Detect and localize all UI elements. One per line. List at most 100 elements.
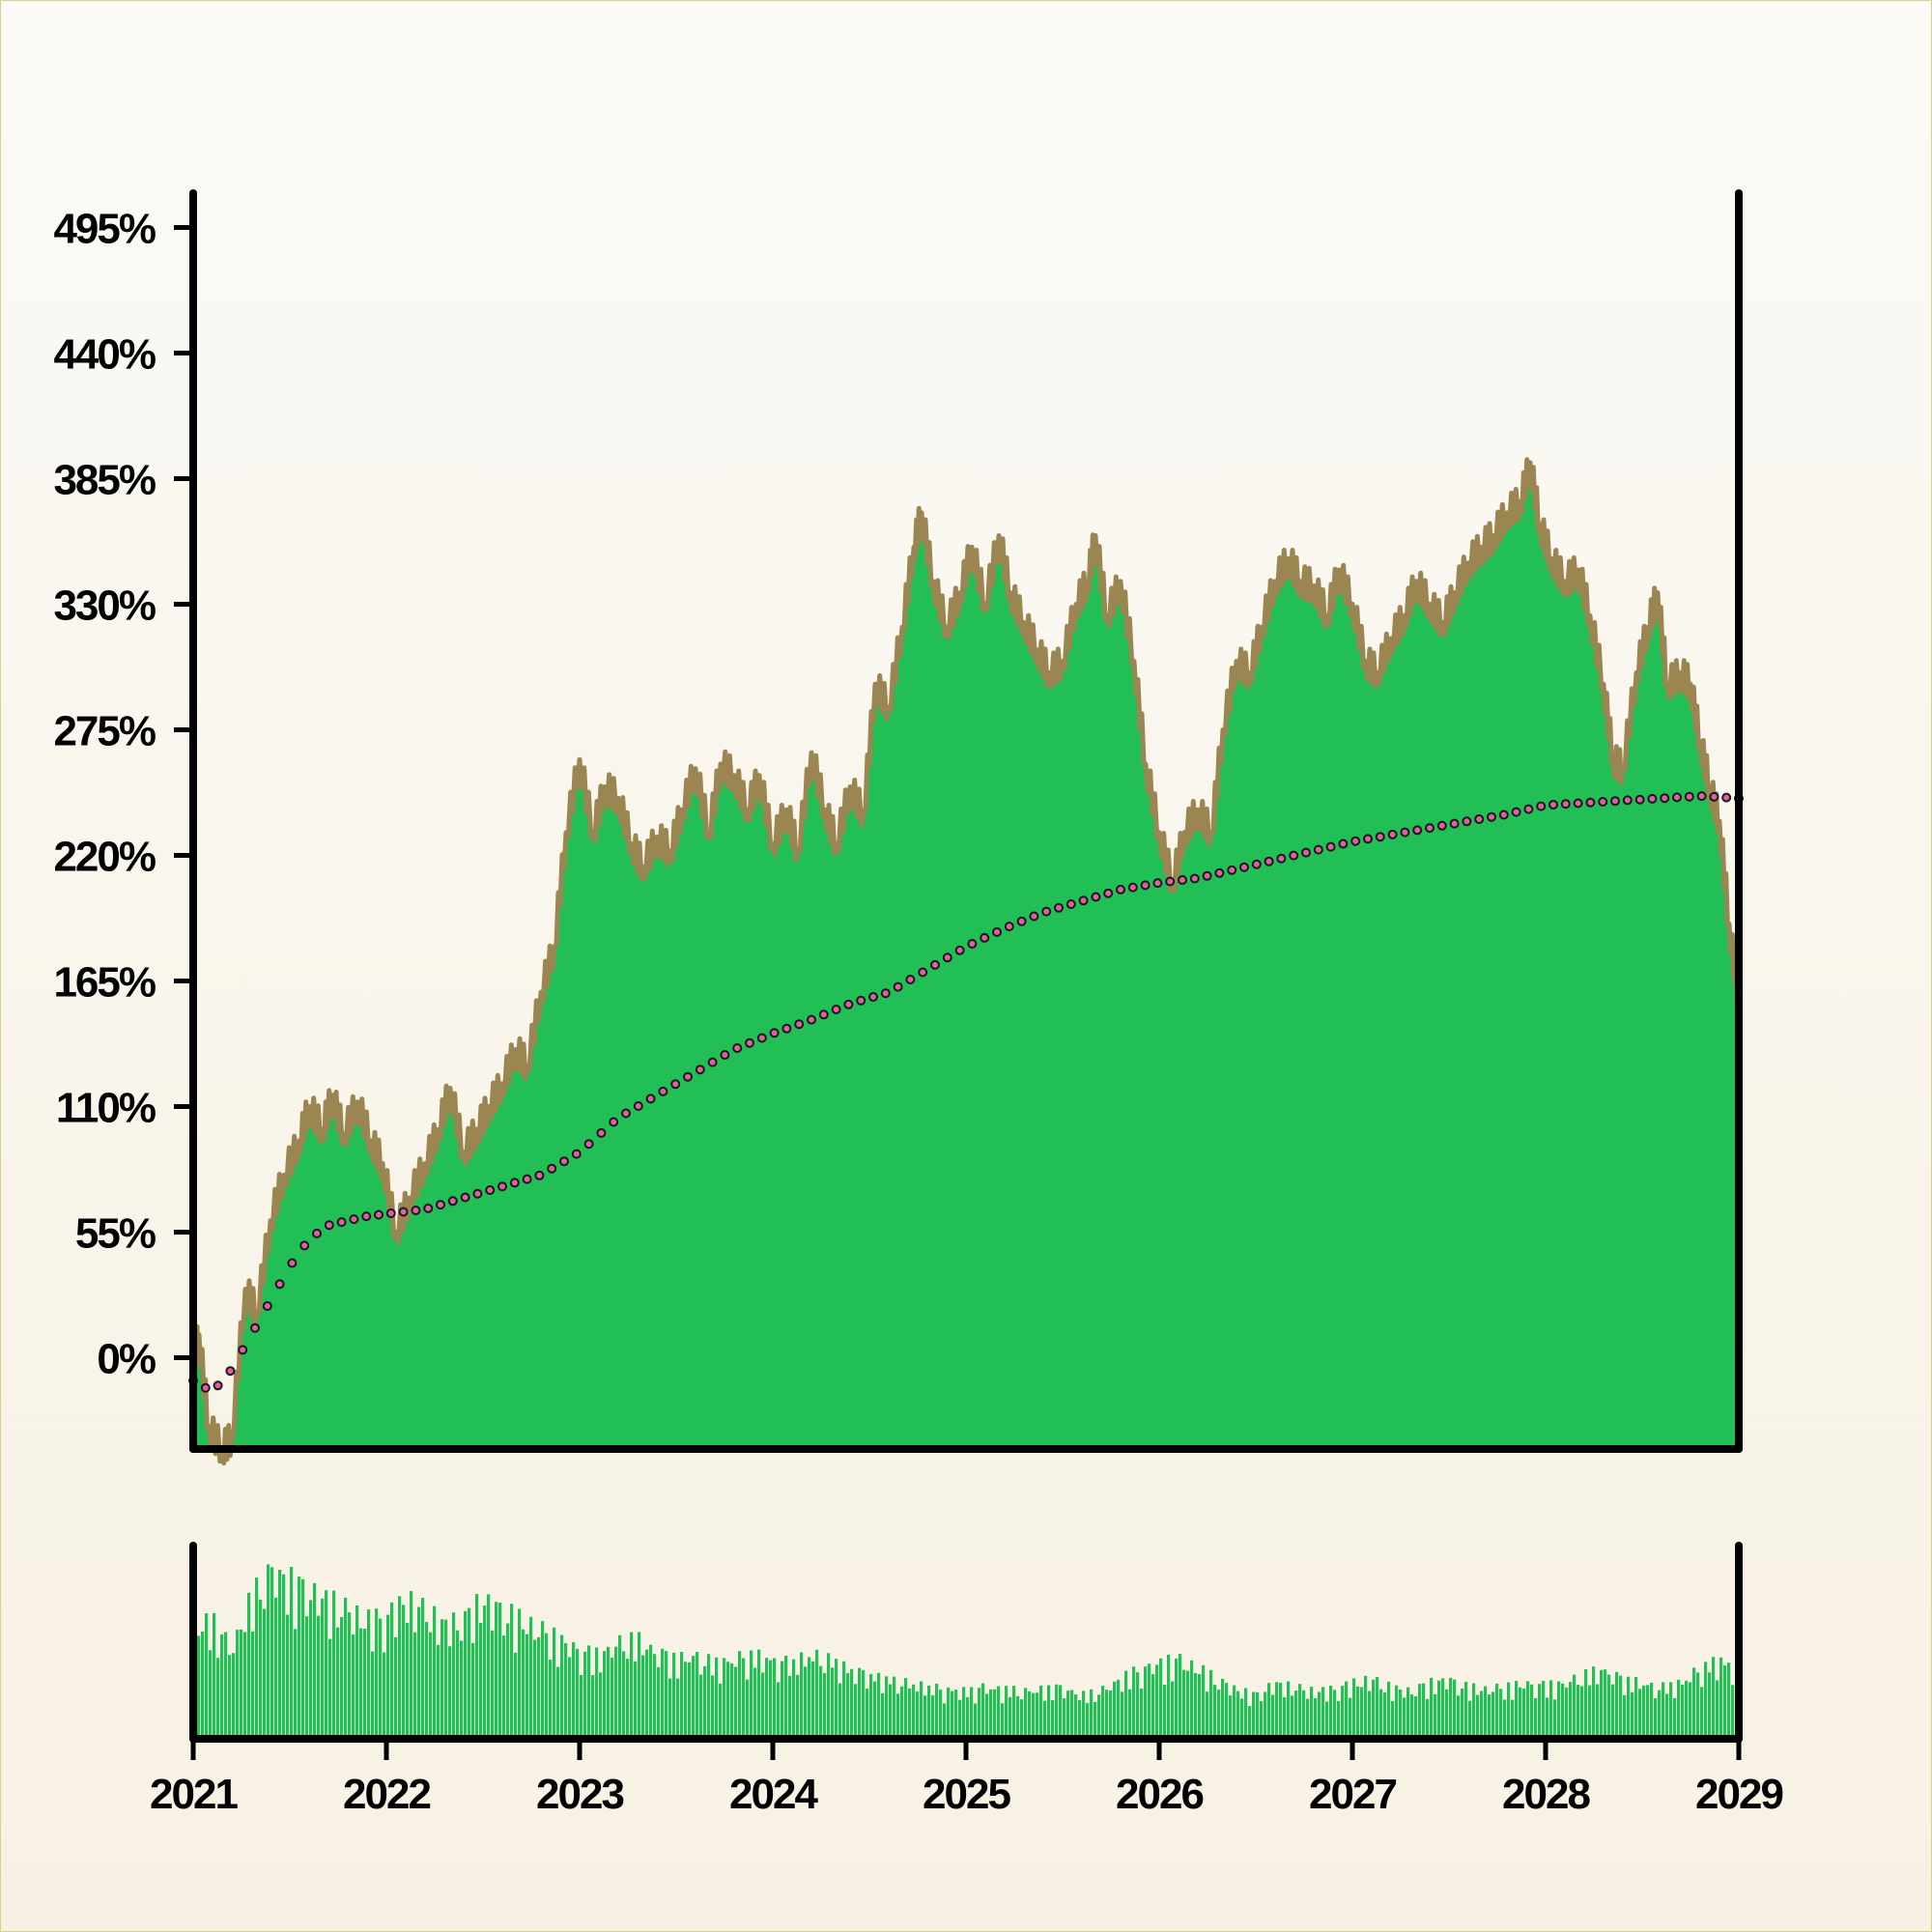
- moving-average-marker: [880, 988, 891, 999]
- moving-average-marker: [1511, 807, 1521, 817]
- volume-bar: [1244, 1688, 1248, 1739]
- volume-bar: [1573, 1674, 1577, 1739]
- volume-bar: [325, 1590, 328, 1739]
- volume-bar: [753, 1667, 757, 1739]
- volume-bar: [614, 1646, 618, 1739]
- volume-bar: [498, 1603, 502, 1739]
- moving-average-marker: [238, 1345, 248, 1355]
- moving-average-marker: [299, 1240, 310, 1251]
- volume-bars: [193, 1564, 1739, 1739]
- volume-bar: [1182, 1669, 1186, 1739]
- volume-bar: [1542, 1681, 1546, 1739]
- volume-bar: [904, 1678, 908, 1739]
- volume-bar: [900, 1686, 904, 1739]
- volume-bar: [1318, 1691, 1321, 1739]
- moving-average-marker: [213, 1380, 223, 1391]
- volume-bar: [873, 1681, 877, 1739]
- moving-average-marker: [942, 952, 952, 963]
- moving-average-marker: [336, 1217, 347, 1228]
- volume-bar: [1596, 1684, 1600, 1739]
- moving-average-marker: [1573, 798, 1583, 809]
- volume-bar: [985, 1693, 989, 1739]
- volume-bar: [209, 1650, 213, 1739]
- volume-bar: [665, 1651, 668, 1739]
- volume-bar: [866, 1689, 869, 1739]
- volume-bar: [464, 1610, 468, 1739]
- volume-bar: [1650, 1682, 1654, 1739]
- volume-bar: [1109, 1690, 1113, 1739]
- volume-bar: [294, 1629, 298, 1739]
- volume-bar: [522, 1629, 526, 1739]
- volume-bar: [1634, 1677, 1638, 1739]
- volume-bar: [518, 1608, 522, 1739]
- moving-average-marker: [1004, 922, 1014, 932]
- volume-bar: [854, 1684, 858, 1739]
- volume-bar: [765, 1658, 769, 1739]
- volume-bar: [1213, 1685, 1217, 1739]
- volume-bar: [1665, 1693, 1669, 1739]
- volume-bar: [808, 1657, 811, 1739]
- volume-bar: [811, 1661, 815, 1739]
- volume-bar: [363, 1629, 367, 1739]
- volume-bar: [1291, 1695, 1294, 1739]
- volume-bar: [835, 1659, 838, 1739]
- y-axis-ticks: 0% 55% 110% 165% 220% 275% 330% 385% 440% 495%: [53, 205, 191, 1382]
- moving-average-marker: [1178, 875, 1187, 885]
- volume-bar: [479, 1623, 483, 1739]
- volume-bar: [247, 1592, 251, 1739]
- volume-bar: [954, 1690, 958, 1739]
- volume-bar: [1561, 1683, 1565, 1739]
- volume-bar: [340, 1616, 344, 1739]
- volume-bar: [595, 1647, 599, 1739]
- volume-bar: [773, 1658, 777, 1739]
- volume-bar: [1236, 1690, 1240, 1739]
- moving-average-marker: [411, 1206, 421, 1215]
- volume-bar: [1043, 1700, 1047, 1739]
- volume-bar: [1623, 1694, 1627, 1739]
- volume-bar: [935, 1684, 939, 1739]
- moving-average-marker: [485, 1185, 496, 1195]
- volume-bar: [1515, 1681, 1519, 1739]
- volume-bar: [908, 1688, 912, 1739]
- volume-bar: [1051, 1700, 1055, 1739]
- moving-average-marker: [1227, 865, 1237, 875]
- x-tick-label: 2021: [150, 1771, 238, 1818]
- moving-average-marker: [1425, 823, 1435, 834]
- volume-bar: [282, 1574, 286, 1739]
- moving-average-marker: [1487, 811, 1496, 822]
- volume-bar: [572, 1641, 576, 1739]
- volume-bar: [1198, 1674, 1202, 1739]
- volume-bar: [216, 1658, 220, 1739]
- volume-bar: [1202, 1664, 1206, 1739]
- volume-bar: [757, 1649, 761, 1739]
- moving-average-marker: [992, 926, 1002, 937]
- volume-bar: [1445, 1689, 1449, 1739]
- moving-average-marker: [274, 1279, 285, 1290]
- volume-bar: [1329, 1686, 1333, 1739]
- y-tick-label: 0%: [97, 1335, 155, 1382]
- volume-bar: [1673, 1697, 1677, 1739]
- volume-bar: [205, 1613, 209, 1739]
- volume-bar: [348, 1612, 352, 1739]
- volume-bar: [1032, 1692, 1036, 1739]
- moving-average-marker: [794, 1019, 805, 1030]
- volume-bar: [1387, 1681, 1391, 1739]
- volume-bar: [371, 1651, 375, 1739]
- volume-bar: [1078, 1700, 1082, 1739]
- volume-bar: [402, 1605, 406, 1739]
- volume-bar: [993, 1689, 997, 1739]
- volume-bar: [1186, 1670, 1190, 1739]
- volume-bar: [792, 1659, 796, 1739]
- volume-bar: [692, 1656, 696, 1739]
- volume-bar: [781, 1661, 784, 1739]
- moving-average-marker: [423, 1203, 434, 1213]
- volume-bar: [927, 1685, 931, 1739]
- volume-bar: [800, 1652, 804, 1739]
- volume-bar: [1662, 1682, 1665, 1739]
- moving-average-marker: [843, 999, 854, 1009]
- volume-bar: [1159, 1658, 1163, 1739]
- volume-bar: [417, 1606, 421, 1739]
- volume-bar: [456, 1630, 460, 1739]
- moving-average-marker: [1116, 884, 1125, 895]
- volume-bar: [680, 1652, 684, 1739]
